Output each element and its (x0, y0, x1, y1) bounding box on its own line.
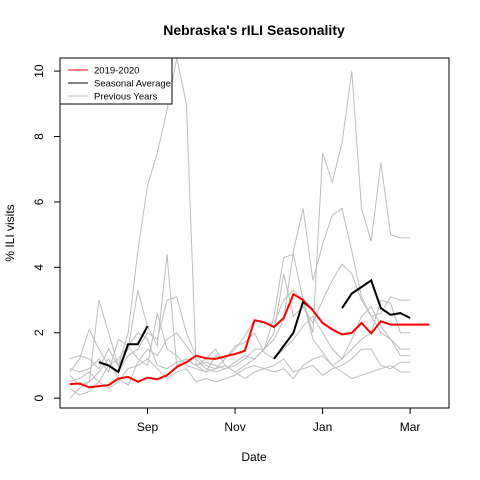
y-axis-label: % ILI visits (3, 204, 17, 261)
y-tick-label: 10 (32, 64, 46, 78)
y-tick-label: 4 (32, 264, 46, 271)
previous-year-line-7 (69, 305, 411, 374)
y-tick-label: 8 (32, 133, 46, 140)
previous-years-series-group (69, 57, 411, 399)
legend-label: 2019-2020 (94, 66, 139, 77)
x-tick-label: Mar (400, 420, 421, 434)
previous-year-line-6 (69, 355, 411, 390)
x-tick-label: Sep (137, 420, 159, 434)
y-tick-label: 0 (32, 395, 46, 402)
x-axis: Sep Nov Jan Mar (137, 408, 421, 434)
y-tick-label: 6 (32, 198, 46, 205)
seasonal-average-line-1 (98, 325, 149, 374)
current-season-line (69, 292, 430, 389)
y-tick-label: 2 (32, 329, 46, 336)
x-tick-label: Nov (224, 420, 245, 434)
legend-label: Previous Years (94, 92, 158, 103)
y-axis: 0 2 4 6 8 10 (32, 64, 60, 402)
x-tick-label: Jan (313, 420, 332, 434)
legend-label: Seasonal Average (94, 79, 171, 90)
previous-year-line-4 (69, 263, 411, 399)
current-season-series-group (69, 292, 430, 389)
seasonal-average-line-3 (341, 278, 411, 319)
previous-year-line-3 (69, 289, 411, 373)
previous-year-line-1 (69, 57, 411, 386)
legend: 2019-2020 Seasonal Average Previous Years (59, 57, 173, 105)
plot-frame (59, 57, 450, 409)
x-axis-label: Date (241, 450, 267, 464)
chart-title: Nebraska's rILI Seasonality (163, 22, 345, 38)
